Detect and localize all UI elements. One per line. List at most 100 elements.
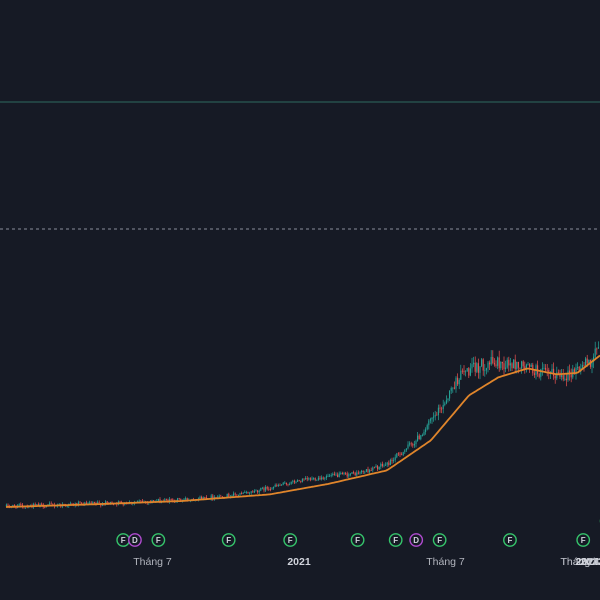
candle: [468, 367, 470, 379]
event-marker-f[interactable]: F: [151, 533, 166, 547]
candle: [105, 500, 107, 506]
candle: [183, 497, 185, 501]
candle: [447, 398, 449, 403]
candle: [501, 361, 503, 371]
candle: [565, 373, 567, 387]
candle: [295, 480, 297, 484]
event-label: F: [121, 536, 126, 545]
candle: [509, 357, 511, 372]
candle: [393, 457, 395, 464]
event-label: F: [508, 536, 513, 545]
candle: [397, 452, 399, 457]
candle: [292, 479, 294, 484]
candle: [597, 341, 599, 349]
candle: [319, 475, 321, 481]
candle: [220, 494, 222, 497]
candle: [477, 358, 479, 379]
candle: [263, 486, 265, 493]
candle: [365, 468, 367, 473]
candle: [428, 419, 430, 430]
event-label: D: [132, 536, 138, 545]
candle: [281, 483, 283, 486]
candle: [511, 362, 513, 372]
candle: [381, 461, 383, 468]
candle: [346, 471, 348, 479]
candle: [373, 466, 375, 469]
candle: [514, 354, 516, 374]
event-marker-d[interactable]: D: [409, 533, 424, 547]
candle: [98, 500, 100, 504]
candle: [596, 347, 598, 355]
candle: [250, 491, 252, 495]
candle: [314, 477, 316, 482]
candle: [337, 472, 339, 478]
candle: [298, 479, 300, 482]
candle: [383, 463, 385, 468]
candle: [293, 479, 295, 484]
candle: [285, 482, 287, 486]
candle: [471, 357, 473, 373]
candle: [301, 478, 303, 483]
candle: [273, 486, 275, 490]
x-tick-label: 2024: [576, 556, 600, 568]
candle: [367, 466, 369, 474]
candle: [362, 470, 364, 475]
candle: [138, 499, 140, 502]
candle: [311, 476, 313, 481]
event-marker-f[interactable]: F: [350, 533, 365, 547]
candle: [492, 350, 494, 365]
candle: [585, 356, 587, 367]
candle: [277, 483, 279, 487]
candlestick-series: [5, 341, 599, 510]
event-label: D: [413, 536, 419, 545]
event-label: F: [355, 536, 360, 545]
candle: [388, 460, 390, 467]
candle: [169, 497, 171, 504]
candle: [340, 471, 342, 475]
candle: [506, 357, 508, 369]
candle: [474, 356, 476, 377]
candle: [50, 501, 52, 505]
candle: [178, 497, 180, 501]
event-marker-f[interactable]: F: [388, 533, 403, 547]
candle: [322, 476, 324, 480]
event-marker-f[interactable]: F: [576, 533, 591, 547]
event-label: F: [581, 536, 586, 545]
candle: [317, 475, 319, 481]
candle: [316, 479, 318, 481]
candle: [461, 368, 463, 374]
candle: [412, 442, 414, 448]
candle: [570, 368, 572, 383]
candle: [439, 404, 441, 413]
x-tick-label: 2022: [580, 556, 600, 568]
candle: [249, 491, 251, 496]
candle: [449, 390, 451, 402]
candle: [434, 410, 436, 421]
candle: [212, 493, 214, 501]
event-marker-f[interactable]: F: [283, 533, 298, 547]
event-marker-d[interactable]: D: [128, 533, 142, 547]
candle: [554, 373, 556, 384]
candle: [524, 361, 526, 374]
candle: [313, 477, 315, 481]
event-marker-f[interactable]: F: [221, 533, 236, 547]
candle: [452, 387, 454, 393]
event-marker-f[interactable]: F: [503, 533, 517, 547]
candle: [89, 500, 91, 504]
candle: [364, 470, 366, 474]
candle: [330, 473, 332, 478]
candle: [338, 471, 340, 478]
candle: [479, 366, 481, 380]
candle: [425, 427, 427, 435]
candle: [324, 477, 326, 481]
candle: [71, 502, 73, 505]
candle: [356, 470, 358, 477]
candle: [519, 367, 521, 370]
candle: [405, 448, 407, 452]
candle: [484, 364, 486, 377]
event-marker-f[interactable]: F: [116, 533, 131, 547]
candle: [476, 362, 478, 374]
event-marker-f[interactable]: F: [432, 533, 447, 547]
